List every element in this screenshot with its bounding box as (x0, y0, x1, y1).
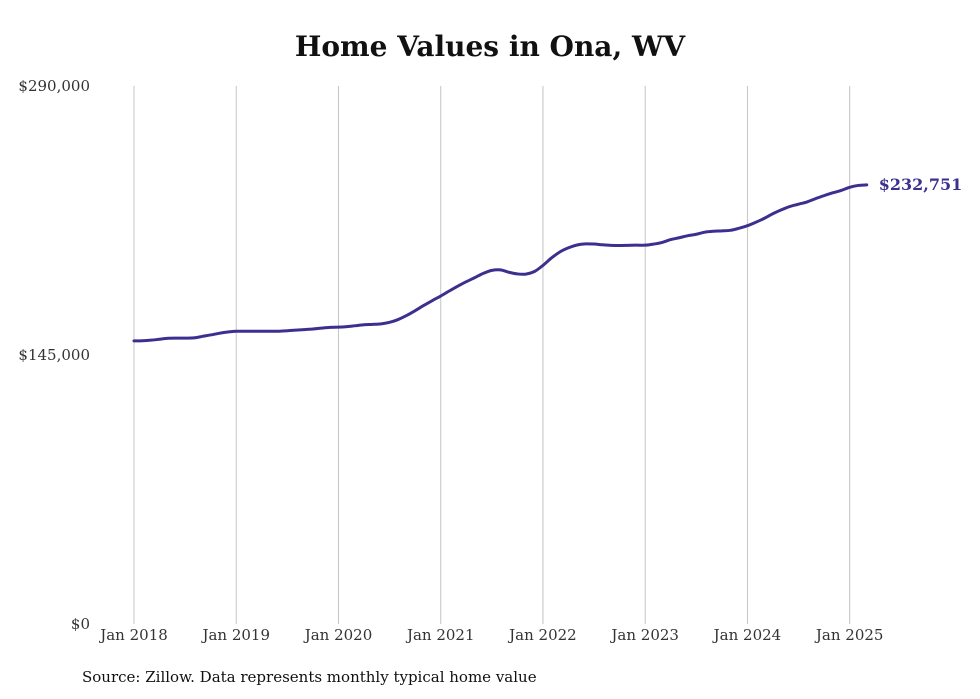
x-tick-label-3: Jan 2021 (405, 626, 475, 644)
series-lines (132, 183, 869, 343)
x-tick-label-1: Jan 2019 (200, 626, 270, 644)
end-value-label: $232,751 (879, 175, 963, 194)
y-tick-label-2: $290,000 (18, 77, 90, 95)
x-axis-ticks: Jan 2018 Jan 2019 Jan 2020 Jan 2021 Jan 2022… (98, 626, 883, 644)
x-tick-label-2: Jan 2020 (303, 626, 373, 644)
x-tick-label-6: Jan 2024 (712, 626, 782, 644)
x-tick-label-5: Jan 2023 (609, 626, 679, 644)
y-tick-label-0: $0 (71, 615, 90, 633)
source-note: Source: Zillow. Data represents monthly … (82, 668, 537, 686)
chart-title: Home Values in Ona, WV (294, 30, 686, 63)
x-tick-label-7: Jan 2025 (814, 626, 884, 644)
series-line-0 (132, 183, 869, 343)
x-tick-label-4: Jan 2022 (507, 626, 577, 644)
x-tick-label-0: Jan 2018 (98, 626, 168, 644)
grid-lines (133, 86, 851, 624)
y-tick-label-1: $145,000 (18, 346, 90, 364)
data-labels: $232,751 (879, 175, 963, 194)
y-axis-ticks: $0 $145,000 $290,000 (18, 77, 90, 633)
